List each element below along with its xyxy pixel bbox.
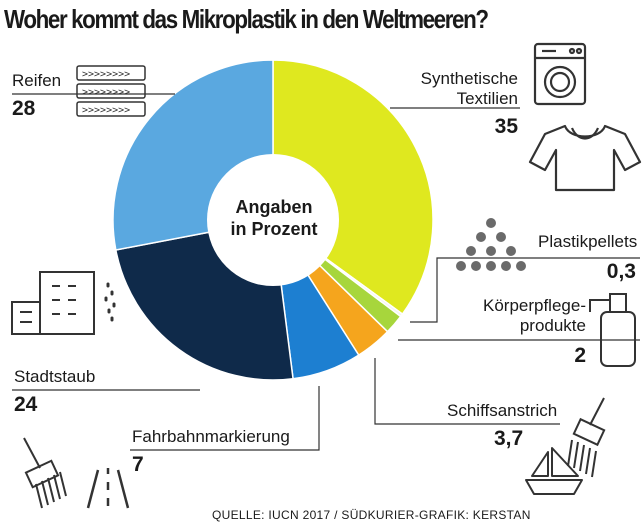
svg-text:>>>>>>>>: >>>>>>>> xyxy=(82,87,130,98)
slice-value-stadtstaub: 24 xyxy=(14,393,38,416)
paint-brush-icon xyxy=(23,437,67,509)
leader-line-fahrbahn xyxy=(130,386,320,451)
donut-hole xyxy=(207,154,339,286)
pie-slice-synthetische-textilien xyxy=(272,59,434,316)
pellets-icon xyxy=(456,218,526,271)
slice-label-textilien-line-2: Textilien xyxy=(456,89,518,108)
spray-bottle-icon xyxy=(589,293,636,367)
slice-value-reifen: 28 xyxy=(12,97,36,120)
slice-label-textilien-line-1: Synthetische xyxy=(420,69,518,88)
slice-label-stadtstaub: Stadtstaub xyxy=(14,367,96,386)
boat-icon xyxy=(525,447,583,495)
washing-machine-icon xyxy=(533,42,587,106)
slice-value-schiffsanstrich: 3,7 xyxy=(494,427,524,450)
slice-value-textilien: 35 xyxy=(494,115,518,138)
slice-value-fahrbahn: 7 xyxy=(132,453,144,476)
chart-title: Woher kommt das Mikroplastik in den Welt… xyxy=(4,4,489,34)
slice-label-fahrbahn: Fahrbahnmarkierung xyxy=(132,427,290,446)
shirt-icon xyxy=(528,124,642,192)
leader-line-pellets xyxy=(410,257,640,323)
road-icon xyxy=(86,468,130,509)
slice-label-reifen: Reifen xyxy=(12,71,62,90)
source-note: QUELLE: IUCN 2017 / SÜDKURIER-GRAFIK: KE… xyxy=(212,508,531,522)
slice-label-pellets: Plastikpellets xyxy=(538,232,638,251)
svg-text:>>>>>>>>: >>>>>>>> xyxy=(82,69,130,80)
center-label-line-1: Angaben xyxy=(235,197,313,217)
slice-value-koerperpflege: 2 xyxy=(574,344,586,367)
slice-label-schiffsanstrich: Schiffsanstrich xyxy=(447,401,558,420)
svg-text:>>>>>>>>: >>>>>>>> xyxy=(82,105,130,116)
center-label-line-2: in Prozent xyxy=(230,219,318,239)
tire-tread-icon: >>>>>>>> >>>>>>>> >>>>>>>> xyxy=(76,65,146,117)
buildings-icon xyxy=(11,271,116,335)
slice-label-koerperpflege-line-2: produkte xyxy=(519,316,586,335)
pie-slices xyxy=(112,59,434,381)
leader-lines xyxy=(12,93,640,451)
slice-label-koerperpflege-line-1: Körperpflege- xyxy=(482,296,586,315)
paint-brush-icon xyxy=(567,397,606,478)
center-label: Angaben in Prozent xyxy=(208,196,340,240)
leader-line-schiffsanstrich xyxy=(374,358,560,425)
slice-value-pellets: 0,3 xyxy=(606,260,636,283)
